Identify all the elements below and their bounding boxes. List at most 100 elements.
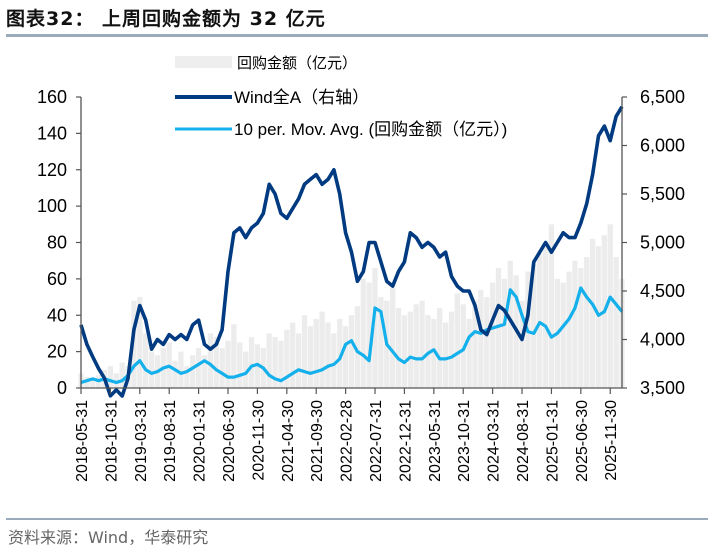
bar-mark bbox=[572, 260, 578, 388]
legend-label-ma: 10 per. Mov. Avg. (回购金额（亿元）) bbox=[234, 120, 507, 139]
bar-mark bbox=[290, 322, 296, 388]
right-tick-label: 6,500 bbox=[640, 87, 685, 107]
left-tick-label: 120 bbox=[37, 160, 67, 180]
x-tick-label: 2020-01-31 bbox=[192, 400, 209, 482]
bar-mark bbox=[337, 318, 343, 388]
bar-mark bbox=[613, 257, 619, 388]
bar-mark bbox=[201, 355, 208, 388]
bar-mark bbox=[313, 318, 319, 388]
x-tick-label: 2023-10-31 bbox=[456, 400, 473, 482]
right-tick-label: 4,000 bbox=[640, 330, 685, 350]
x-tick-label: 2022-12-31 bbox=[397, 400, 414, 482]
bar-mark bbox=[148, 351, 155, 388]
bar-mark bbox=[207, 333, 214, 388]
left-tick-label: 80 bbox=[47, 233, 67, 253]
right-tick-label: 4,500 bbox=[640, 281, 685, 301]
bar-mark bbox=[331, 333, 337, 388]
bar-mark bbox=[342, 326, 349, 388]
bar-mark bbox=[84, 377, 90, 388]
x-tick-label: 2021-04-30 bbox=[280, 400, 297, 482]
bar-mark bbox=[231, 324, 237, 388]
bar-mark bbox=[266, 333, 272, 388]
bar-mark bbox=[437, 307, 443, 388]
bar-mark bbox=[372, 267, 378, 388]
bar-mark bbox=[584, 257, 590, 388]
bar-mark bbox=[272, 337, 278, 388]
legend-label-repurchase: 回购金额（亿元） bbox=[237, 54, 357, 72]
bar-mark bbox=[243, 351, 249, 388]
right-tick-label: 6,000 bbox=[640, 136, 685, 156]
bar-mark bbox=[172, 360, 178, 388]
bar-mark bbox=[507, 260, 513, 388]
bar-mark bbox=[395, 307, 402, 388]
bar-mark bbox=[184, 366, 190, 388]
bar-mark bbox=[484, 297, 490, 388]
x-tick-label: 2022-02-28 bbox=[339, 400, 356, 482]
bar-mark bbox=[489, 282, 496, 388]
x-tick-label: 2020-11-30 bbox=[250, 400, 267, 481]
x-tick-label: 2020-06-30 bbox=[221, 400, 238, 482]
chart-title: 图表32： 上周回购金额为 32 亿元 bbox=[6, 8, 326, 30]
x-tick-label: 2025-06-30 bbox=[574, 400, 591, 482]
bar-mark bbox=[578, 267, 584, 388]
x-tick-label: 2021-09-30 bbox=[309, 400, 326, 482]
bar-mark bbox=[119, 362, 125, 388]
bar-mark bbox=[178, 351, 184, 388]
bar-mark bbox=[113, 373, 119, 388]
x-tick-label: 2024-03-31 bbox=[486, 400, 503, 482]
bar-mark bbox=[607, 224, 613, 388]
legend-swatch-bar bbox=[175, 56, 232, 68]
bar-mark bbox=[360, 278, 366, 388]
left-tick-label: 160 bbox=[37, 87, 67, 107]
bar-mark bbox=[195, 347, 202, 388]
bar-mark bbox=[448, 311, 455, 388]
bar-mark bbox=[548, 224, 555, 388]
bar-mark bbox=[542, 242, 549, 388]
bar-mark bbox=[143, 333, 149, 388]
bar-mark bbox=[325, 322, 331, 388]
bar-mark bbox=[366, 282, 372, 388]
bar-mark bbox=[472, 300, 478, 388]
right-tick-label: 3,500 bbox=[640, 378, 685, 398]
bar-mark bbox=[501, 278, 508, 388]
right-tick-label: 5,000 bbox=[640, 233, 685, 253]
left-tick-label: 20 bbox=[47, 342, 67, 362]
left-tick-label: 140 bbox=[37, 123, 67, 143]
x-tick-label: 2018-10-31 bbox=[103, 400, 120, 482]
bar-mark bbox=[248, 337, 255, 388]
bar-mark bbox=[466, 318, 472, 388]
bar-mark bbox=[301, 315, 308, 388]
x-tick-label: 2025-11-30 bbox=[603, 400, 620, 481]
bar-mark bbox=[225, 340, 231, 388]
bar-mark bbox=[348, 315, 355, 388]
bar-mark bbox=[537, 253, 543, 388]
bar-mark bbox=[413, 304, 419, 388]
bar-mark bbox=[431, 318, 437, 388]
bar-mark bbox=[190, 355, 196, 388]
bar-mark bbox=[442, 322, 449, 388]
bar-mark bbox=[531, 264, 537, 388]
x-tick-label: 2024-08-31 bbox=[515, 400, 532, 482]
bar-mark bbox=[319, 311, 325, 388]
bar-mark bbox=[566, 271, 572, 388]
legend-label-wind: Wind全A（右轴） bbox=[234, 88, 369, 107]
x-tick-label: 2025-01-31 bbox=[544, 400, 561, 482]
x-tick-label: 2018-05-31 bbox=[74, 400, 91, 482]
bar-mark bbox=[378, 297, 384, 388]
x-tick-label: 2019-03-31 bbox=[133, 400, 150, 482]
x-tick-label: 2022-07-31 bbox=[368, 400, 385, 482]
bar-mark bbox=[478, 289, 484, 388]
bar-mark bbox=[495, 267, 502, 388]
bar-mark bbox=[107, 366, 114, 388]
x-tick-label: 2023-05-31 bbox=[427, 400, 444, 482]
bar-mark bbox=[295, 333, 302, 388]
footer-divider bbox=[6, 518, 708, 520]
bar-mark bbox=[419, 300, 425, 388]
bar-mark bbox=[137, 297, 143, 388]
legend: 回购金额（亿元） Wind全A（右轴） 10 per. Mov. Avg. (回购金… bbox=[175, 54, 507, 139]
source-note: 资料来源：Wind，华泰研究 bbox=[8, 528, 209, 547]
bar-mark bbox=[589, 238, 596, 388]
left-tick-label: 100 bbox=[37, 196, 67, 216]
bar-mark bbox=[390, 287, 396, 388]
